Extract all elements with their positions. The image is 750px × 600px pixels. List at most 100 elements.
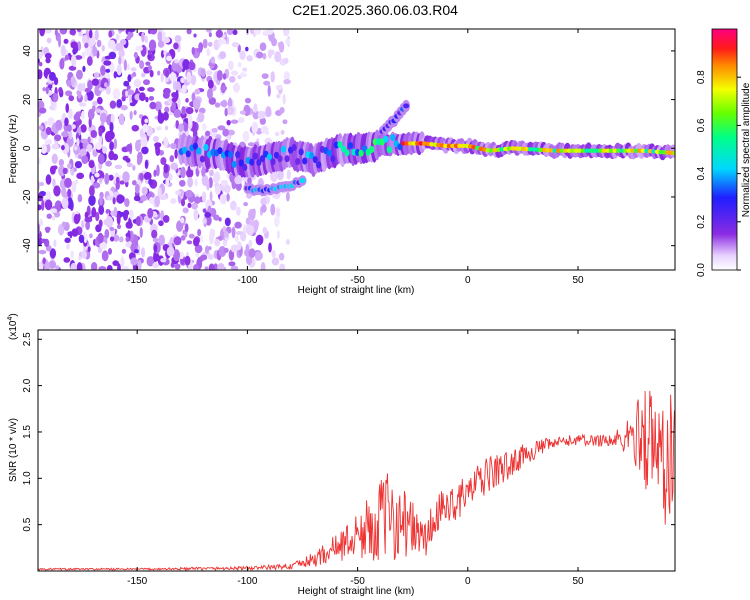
- heatmap-noise-blob: [246, 55, 253, 62]
- heatmap-noise-blob: [127, 29, 136, 33]
- heatmap-noise-blob: [51, 215, 56, 221]
- heatmap-noise-blob: [81, 110, 85, 120]
- heatmap-noise-blob: [129, 110, 133, 120]
- heatmap-noise-blob: [192, 237, 200, 247]
- heatmap-noise-blob: [145, 61, 151, 66]
- heatmap-noise-blob: [274, 131, 280, 137]
- main-ridge-core: [182, 146, 188, 154]
- heatmap-noise-blob: [125, 221, 133, 229]
- heatmap-noise-blob: [176, 220, 184, 232]
- heatmap-noise-blob: [133, 249, 139, 254]
- main-ridge-core: [238, 159, 244, 167]
- heatmap-noise-blob: [170, 198, 177, 204]
- heatmap-noise-blob: [88, 29, 93, 39]
- heatmap-noise-blob: [132, 180, 137, 186]
- heatmap-noise-blob: [84, 94, 88, 103]
- heatmap-noise-blob: [98, 266, 107, 270]
- main-ridge-core: [277, 155, 283, 163]
- heatmap-noise-blob: [188, 61, 196, 71]
- heatmap-noise-blob: [48, 260, 57, 269]
- heatmap-noise-blob: [147, 49, 152, 56]
- heatmap-noise-blob: [271, 249, 276, 258]
- heatmap-noise-blob: [230, 200, 237, 211]
- heatmap-noise-blob: [68, 131, 73, 140]
- heatmap-noise-blob: [157, 31, 163, 42]
- heatmap-noise-blob: [64, 90, 73, 97]
- main-ridge-core: [185, 150, 191, 158]
- heatmap-noise-blob: [45, 86, 49, 94]
- heatmap-noise-blob: [99, 194, 103, 206]
- heatmap-noise-blob: [181, 84, 187, 94]
- heatmap-noise-blob: [126, 63, 130, 71]
- heatmap-noise-blob: [61, 186, 67, 198]
- heatmap-noise-blob: [259, 42, 267, 51]
- heatmap-noise-blob: [64, 237, 71, 244]
- y-tick-label: -20: [22, 189, 33, 204]
- heatmap-noise-blob: [226, 29, 234, 36]
- colorbar: 0.0 0.2 0.4 0.6 0.8 Normalized spectral ampl…: [696, 28, 750, 277]
- heatmap-noise-blob: [38, 157, 41, 165]
- heatmap-noise-blob: [222, 128, 230, 137]
- main-ridge-core: [397, 143, 403, 151]
- heatmap-noise-blob: [251, 121, 259, 134]
- main-ridge-core: [252, 152, 258, 160]
- heatmap-noise-blob: [92, 46, 98, 57]
- heatmap-noise-blob: [44, 29, 52, 34]
- heatmap-noise-blob: [107, 39, 116, 50]
- heatmap-noise-blob: [122, 210, 128, 221]
- heatmap-noise-blob: [236, 206, 241, 216]
- heatmap-noise-blob: [137, 259, 142, 270]
- heatmap-noise-blob: [175, 89, 179, 101]
- heatmap-noise-blob: [125, 90, 129, 98]
- heatmap-noise-blob: [161, 31, 166, 41]
- heatmap-noise-blob: [105, 86, 111, 95]
- snr-x-ticks: -150 -100 -50 0 50: [127, 330, 584, 587]
- main-ridge-core: [344, 149, 350, 157]
- heatmap-noise-blob: [104, 172, 110, 185]
- heatmap-noise-blob: [201, 165, 206, 177]
- heatmap-noise-blob: [104, 55, 112, 60]
- colorbar-gradient: [712, 29, 737, 270]
- heatmap-noise-blob: [224, 108, 228, 117]
- heatmap-noise-blob: [112, 234, 120, 242]
- heatmap-noise-blob: [263, 80, 271, 86]
- heatmap-noise-blob: [91, 207, 97, 218]
- heatmap-noise-blob: [38, 218, 44, 227]
- colorbar-tick-label: 0.4: [696, 166, 707, 180]
- heatmap-noise-blob: [228, 76, 236, 83]
- heatmap-noise-blob: [173, 249, 181, 262]
- heatmap-noise-blob: [187, 202, 192, 208]
- spectrogram-frame: [37, 28, 676, 271]
- heatmap-noise-blob: [205, 29, 212, 33]
- heatmap-noise-blob: [249, 220, 257, 226]
- heatmap-noise-blob: [88, 160, 95, 169]
- heatmap-noise-blob: [200, 68, 206, 78]
- heatmap-noise-blob: [177, 97, 181, 109]
- heatmap-noise-blob: [85, 90, 94, 101]
- main-ridge-core: [192, 142, 198, 150]
- heatmap-noise-blob: [148, 178, 154, 186]
- heatmap-noise-blob: [230, 119, 239, 124]
- main-ridge-core: [242, 163, 248, 171]
- heatmap-noise-blob: [90, 129, 98, 138]
- heatmap-noise-blob: [108, 174, 114, 181]
- main-ridge-core: [369, 146, 375, 154]
- heatmap-noise-blob: [61, 131, 69, 138]
- heatmap-noise-blob: [44, 52, 52, 59]
- heatmap-noise-blob: [204, 266, 209, 270]
- heatmap-noise-blob: [169, 72, 177, 82]
- heatmap-noise-blob: [108, 30, 113, 38]
- snr-x-axis-label: Height of straight line (km): [298, 586, 415, 597]
- heatmap-noise-blob: [180, 217, 185, 224]
- heatmap-noise-blob: [275, 84, 283, 91]
- heatmap-noise-blob: [92, 182, 101, 189]
- heatmap-noise-blob: [231, 70, 239, 76]
- heatmap-noise-blob: [106, 195, 114, 201]
- main-ridge-core: [347, 142, 354, 150]
- heatmap-noise-blob: [217, 262, 225, 270]
- heatmap-noise-blob: [184, 255, 191, 266]
- heatmap-noise-blob: [205, 215, 212, 226]
- heatmap-noise-blob: [57, 224, 65, 236]
- heatmap-noise-blob: [110, 113, 115, 125]
- heatmap-noise-blob: [164, 106, 170, 113]
